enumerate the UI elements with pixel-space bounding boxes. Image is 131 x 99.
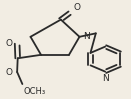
Text: N: N [84,32,90,41]
Text: OCH₃: OCH₃ [24,87,46,96]
Text: O: O [6,68,12,77]
Text: O: O [6,39,12,48]
Text: N: N [102,74,108,83]
Text: O: O [73,3,80,12]
